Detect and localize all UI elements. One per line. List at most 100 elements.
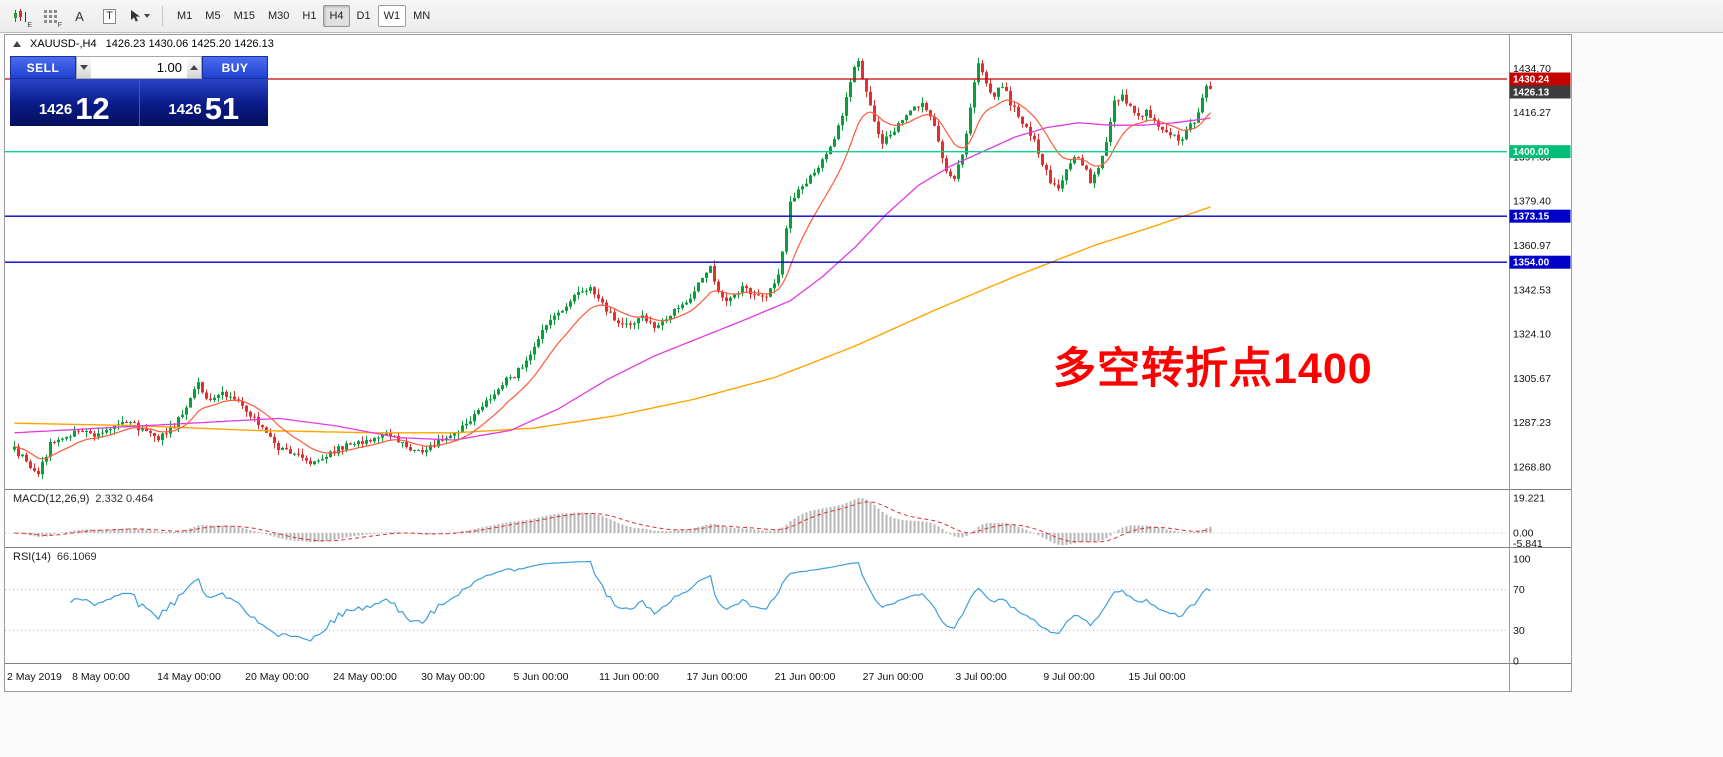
timeframe-m30-button[interactable]: M30 — [267, 10, 290, 22]
macd-indicator-label: MACD(12,26,9) 2.332 0.464 — [13, 493, 154, 505]
volume-increase-button[interactable] — [187, 56, 202, 79]
timeframe-h1-button[interactable]: H1 — [302, 10, 317, 22]
timeframe-m5-button[interactable]: M5 — [205, 10, 221, 22]
ma-slow-line — [14, 206, 1211, 434]
timeframe-d1-button[interactable]: D1 — [356, 10, 371, 22]
price-label-1400: 1400.00 — [1509, 145, 1571, 159]
svg-text:1268.80: 1268.80 — [1513, 461, 1551, 473]
svg-text:30 May 00:00: 30 May 00:00 — [421, 671, 485, 683]
svg-text:1324.10: 1324.10 — [1513, 329, 1551, 341]
ma-mid-line — [14, 117, 1211, 441]
triangle-down-icon — [80, 65, 88, 70]
toolbar: E F A T M1 M5 M15 M30 H1 H4 D1 W1 MN — [0, 0, 1723, 33]
chart-text-annotation: 多空转折点1400 — [1053, 345, 1373, 393]
cursor-glyph — [131, 10, 140, 22]
symbol-marker-icon — [13, 41, 21, 47]
svg-text:1434.70: 1434.70 — [1513, 63, 1551, 75]
price-label-1426.13: 1426.13 — [1509, 85, 1571, 99]
timeframe-m15-button[interactable]: M15 — [233, 10, 255, 22]
svg-text:9 Jul 00:00: 9 Jul 00:00 — [1043, 671, 1095, 683]
svg-text:70: 70 — [1513, 584, 1525, 596]
svg-text:1416.27: 1416.27 — [1513, 107, 1551, 119]
rsi-panel — [5, 560, 1507, 642]
candlestick-glyph — [13, 9, 26, 22]
timeframe-m1-button[interactable]: M1 — [177, 10, 193, 22]
font-tool-icon[interactable]: A — [65, 3, 94, 29]
chart-window: XAUUSD-,H4 1426.23 1430.06 1425.20 1426.… — [4, 34, 1572, 692]
grid-glyph — [43, 10, 57, 23]
font-tool-glyph: A — [75, 8, 84, 24]
svg-text:21 Jun 00:00: 21 Jun 00:00 — [775, 671, 836, 683]
symbol-title: XAUUSD-,H4 — [30, 38, 97, 50]
macd-values: 2.332 0.464 — [95, 493, 154, 505]
svg-text:100: 100 — [1513, 554, 1531, 566]
svg-text:5 Jun 00:00: 5 Jun 00:00 — [514, 671, 569, 683]
svg-text:27 Jun 00:00: 27 Jun 00:00 — [863, 671, 924, 683]
toolbar-separator — [162, 6, 163, 26]
sell-button[interactable]: SELL — [10, 56, 76, 79]
buy-price-main: 1426 — [168, 101, 202, 118]
volume-decrease-button[interactable] — [76, 56, 91, 79]
rsi-line — [70, 560, 1211, 642]
chart-style-icon[interactable]: E — [5, 3, 34, 29]
svg-text:3 Jul 00:00: 3 Jul 00:00 — [955, 671, 1007, 683]
text-label-tool-icon[interactable]: T — [95, 3, 124, 29]
svg-text:8 May 00:00: 8 May 00:00 — [72, 671, 130, 683]
text-label-glyph: T — [103, 8, 116, 24]
svg-text:2 May 2019: 2 May 2019 — [7, 671, 62, 683]
price-axis[interactable]: 1434.701416.271397.831379.401360.971342.… — [1513, 63, 1551, 668]
svg-text:1360.97: 1360.97 — [1513, 240, 1551, 252]
svg-text:1305.67: 1305.67 — [1513, 373, 1551, 385]
ma-fast-line — [14, 99, 1211, 460]
price-label-1354: 1354.00 — [1509, 255, 1571, 269]
ohlc-values: 1426.23 1430.06 1425.20 1426.13 — [105, 38, 274, 50]
chevron-down-icon — [144, 14, 150, 18]
svg-text:11 Jun 00:00: 11 Jun 00:00 — [599, 671, 659, 683]
buy-price-display[interactable]: 1426 51 — [139, 79, 268, 126]
timeframe-w1-button[interactable]: W1 — [377, 5, 407, 27]
svg-text:24 May 00:00: 24 May 00:00 — [333, 671, 397, 683]
svg-text:-5.841: -5.841 — [1513, 538, 1543, 550]
macd-signal-line — [14, 501, 1211, 543]
grid-icon[interactable]: F — [35, 3, 64, 29]
buy-button[interactable]: BUY — [202, 56, 268, 79]
svg-text:1373.15: 1373.15 — [1513, 212, 1550, 223]
rsi-name: RSI(14) — [13, 551, 51, 563]
tool-sub-label: F — [57, 22, 62, 29]
cursor-tool-icon[interactable] — [125, 3, 154, 29]
price-label-1430.24: 1430.24 — [1509, 72, 1571, 86]
svg-text:20 May 00:00: 20 May 00:00 — [245, 671, 309, 683]
sell-price-pips: 12 — [75, 90, 110, 126]
svg-text:1342.53: 1342.53 — [1513, 284, 1551, 296]
one-click-trading-panel: SELL BUY 1426 12 1426 51 — [10, 56, 268, 126]
price-label-1373.15: 1373.15 — [1509, 209, 1571, 223]
svg-text:1430.24: 1430.24 — [1513, 75, 1550, 86]
price-chart-canvas[interactable]: 1434.701416.271397.831379.401360.971342.… — [5, 35, 1571, 691]
svg-text:1287.23: 1287.23 — [1513, 417, 1551, 429]
rsi-indicator-label: RSI(14) 66.1069 — [13, 551, 97, 563]
svg-text:19.221: 19.221 — [1513, 493, 1545, 505]
volume-input[interactable] — [91, 56, 187, 79]
svg-text:0: 0 — [1513, 656, 1519, 668]
svg-text:0.00: 0.00 — [1513, 528, 1534, 540]
svg-text:15 Jul 00:00: 15 Jul 00:00 — [1128, 671, 1185, 683]
timeframe-mn-button[interactable]: MN — [413, 10, 431, 22]
svg-text:1379.40: 1379.40 — [1513, 196, 1551, 208]
sell-price-display[interactable]: 1426 12 — [10, 79, 140, 126]
chart-header: XAUUSD-,H4 1426.23 1430.06 1425.20 1426.… — [13, 38, 274, 50]
sell-price-main: 1426 — [38, 101, 73, 118]
triangle-up-icon — [190, 65, 198, 70]
svg-text:1426.13: 1426.13 — [1513, 88, 1550, 99]
svg-text:1354.00: 1354.00 — [1513, 258, 1550, 269]
timeframe-h4-button[interactable]: H4 — [323, 5, 350, 27]
svg-text:30: 30 — [1513, 625, 1525, 637]
svg-text:14 May 00:00: 14 May 00:00 — [157, 671, 221, 683]
rsi-value: 66.1069 — [56, 551, 97, 563]
time-axis[interactable]: 2 May 2019 8 May 00:00 14 May 00:00 20 May … — [7, 671, 1186, 683]
tool-sub-label: E — [27, 22, 32, 29]
buy-price-pips: 51 — [204, 90, 240, 126]
moving-averages — [14, 99, 1211, 460]
macd-name: MACD(12,26,9) — [13, 493, 90, 505]
svg-text:1400.00: 1400.00 — [1513, 147, 1550, 158]
svg-text:17 Jun 00:00: 17 Jun 00:00 — [687, 671, 748, 683]
